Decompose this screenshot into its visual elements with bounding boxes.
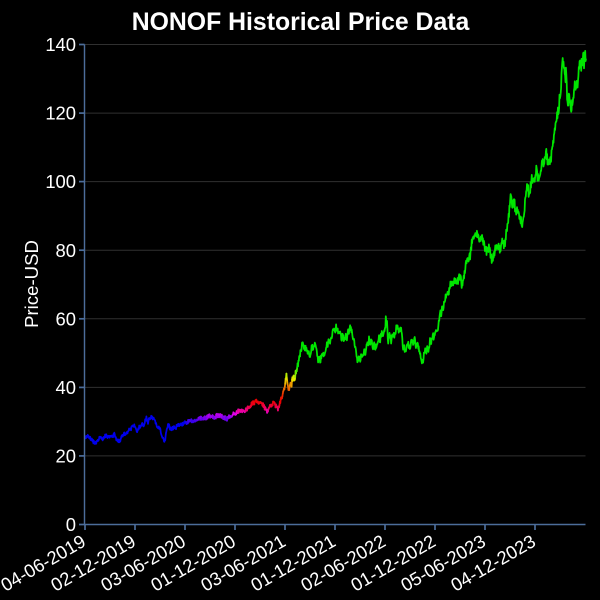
svg-text:Price-USD: Price-USD [21,240,42,328]
svg-text:100: 100 [45,171,76,192]
svg-text:0: 0 [66,514,76,535]
svg-text:NONOF Historical Price Data: NONOF Historical Price Data [132,9,470,36]
svg-text:60: 60 [56,308,76,329]
svg-text:20: 20 [56,446,76,467]
svg-text:40: 40 [56,377,76,398]
svg-text:140: 140 [45,34,76,55]
svg-text:80: 80 [56,240,76,261]
svg-text:120: 120 [45,103,76,124]
